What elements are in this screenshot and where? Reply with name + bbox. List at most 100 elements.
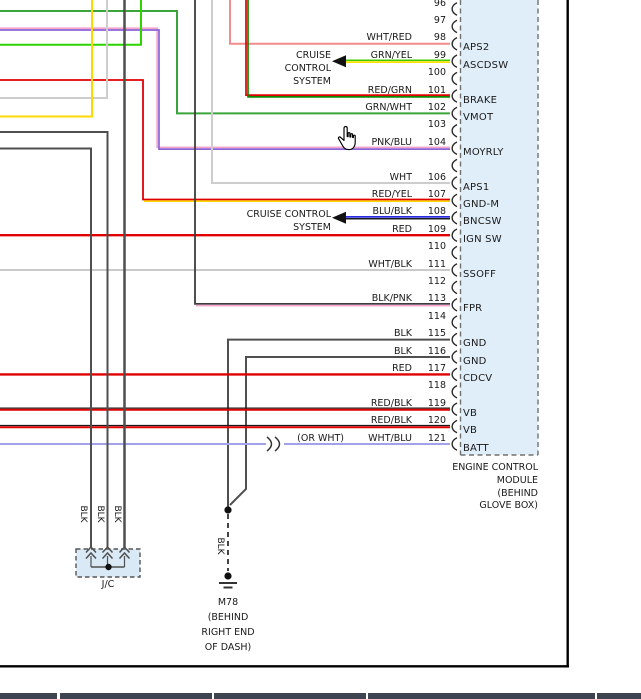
pin-arc-114: [451, 315, 458, 330]
pin-signal-label: GND-M: [463, 198, 500, 210]
pin-arc-117: [451, 367, 458, 382]
wire-color-label: RED/BLK: [370, 397, 412, 409]
table-header-segment[interactable]: [597, 693, 641, 699]
pin-signal-label: ASCDSW: [463, 59, 509, 71]
pin-signal-label: BATT: [463, 442, 489, 454]
wire-color-label: GRN/YEL: [370, 49, 412, 61]
cruise-control-label: SYSTEM: [293, 76, 331, 87]
pin-signal-label: VB: [463, 425, 478, 437]
pin-number: 99: [433, 49, 446, 61]
m78-splice-dot: [224, 506, 232, 514]
pin-arc-107: [451, 193, 458, 208]
table-header-segment[interactable]: [0, 693, 57, 699]
pin-signal-label: CDCV: [463, 372, 493, 384]
jc-junction-dot: [105, 563, 112, 571]
pin-number: 115: [427, 328, 446, 340]
pin-arc-119: [451, 402, 458, 417]
pin-number: 108: [427, 206, 446, 218]
jc-entry-chevron: [101, 545, 114, 554]
wire-color-label: WHT/RED: [366, 32, 412, 44]
cursor-pointer-icon: [337, 125, 356, 151]
pin-signal-label: SSOFF: [463, 268, 497, 280]
m78-caption: RIGHT END: [201, 627, 255, 638]
m78-caption: M78: [217, 597, 239, 608]
wire-color-label: WHT/BLU: [368, 432, 412, 444]
cruise-control-label: SYSTEM: [293, 221, 331, 233]
wire-grn-branch: [0, 0, 142, 46]
pin-number: 103: [427, 119, 446, 131]
wire-color-label: BLU/BLK: [372, 206, 412, 218]
pin-arc-112: [451, 280, 458, 295]
cruise-control-label: CONTROL: [284, 63, 331, 74]
pin-number: 117: [427, 362, 446, 374]
wire-wht-pin106: [211, 0, 450, 184]
wire-color-label: BLK/PNK: [371, 293, 412, 305]
pin-number: 114: [427, 310, 446, 322]
pin-arc-100: [451, 71, 458, 86]
pin-signal-label: GND: [463, 338, 487, 350]
pin-number: 116: [427, 345, 446, 357]
wire-wht-red-pin98: [229, 0, 450, 45]
cruise-control-label: CRUISE CONTROL: [246, 208, 331, 220]
wire-color-label: RED/YEL: [371, 188, 412, 200]
table-header-segment[interactable]: [214, 693, 366, 699]
m78-caption: OF DASH): [204, 642, 252, 653]
wire-yel-branch: [0, 0, 93, 118]
pin-arc-103: [451, 123, 458, 138]
pin-signal-label: GND: [463, 355, 487, 367]
pin-number: 104: [427, 136, 446, 148]
pin-arc-101: [451, 89, 458, 103]
wire-blk-pnk-pin113: [194, 0, 450, 305]
ecm-caption: (BEHIND: [497, 487, 538, 499]
pin-number: 100: [427, 67, 446, 79]
wire-color-label: GRN/WHT: [365, 101, 412, 113]
pin-signal-label: APS1: [463, 181, 490, 193]
pin-number: 96: [433, 0, 446, 9]
pin-number: 120: [427, 415, 446, 427]
ecm-caption: MODULE: [496, 474, 538, 486]
pin-number: 102: [427, 101, 446, 113]
pin-signal-label: BNCSW: [463, 216, 502, 228]
wire-pnk-blu-pin104: [0, 29, 450, 150]
jc-entry-chevron: [85, 545, 97, 554]
wire-color-label: PNK/BLU: [371, 136, 412, 148]
pin-number: 101: [427, 84, 446, 96]
jc-entry-chevron: [101, 551, 114, 560]
pin-arc-116: [451, 350, 458, 364]
pin-signal-label: APS2: [463, 42, 490, 54]
pin-number: 121: [427, 432, 446, 444]
pin-arc-97: [451, 19, 458, 34]
pin-arc-121: [451, 437, 458, 451]
wire-color-label: WHT: [389, 171, 412, 183]
pin-arc-98: [451, 36, 458, 51]
pin-arc-115: [451, 332, 458, 347]
pin-arc-109: [451, 228, 458, 243]
pin-arc-102: [451, 106, 458, 121]
wire-grn-wht-pin102: [0, 10, 450, 115]
jc-entry-chevron: [118, 545, 131, 554]
pin-number: 112: [427, 275, 446, 287]
wire-pnk-blu-pin104: [0, 27, 450, 149]
pin-number: 97: [433, 14, 446, 26]
wire-blk-jc-1: [0, 131, 109, 547]
pin-signal-label: VB: [463, 407, 478, 419]
wire-wht-branch: [0, 0, 108, 99]
jc-entry-chevron: [85, 551, 97, 560]
pin-number: 113: [427, 293, 446, 305]
table-header-segment[interactable]: [59, 693, 212, 699]
pin-signal-label: BRAKE: [463, 94, 498, 106]
wire-red-grn-pin101: [245, 0, 450, 96]
jc-entry-chevron: [118, 551, 131, 560]
pin-arc-96: [451, 2, 458, 16]
wire-color-label: BLK: [393, 328, 412, 340]
m78-wire-color-label: BLK: [215, 537, 225, 555]
wire-blk-pin115: [227, 338, 450, 507]
wire-red-grn-pin101: [247, 0, 450, 98]
pin-signal-label: MOYRLY: [463, 146, 504, 158]
wire-color-label: RED/BLK: [370, 415, 412, 427]
wire-blk-pin116: [229, 356, 450, 506]
pin-number: 98: [433, 32, 446, 44]
table-header-segment[interactable]: [367, 693, 595, 699]
